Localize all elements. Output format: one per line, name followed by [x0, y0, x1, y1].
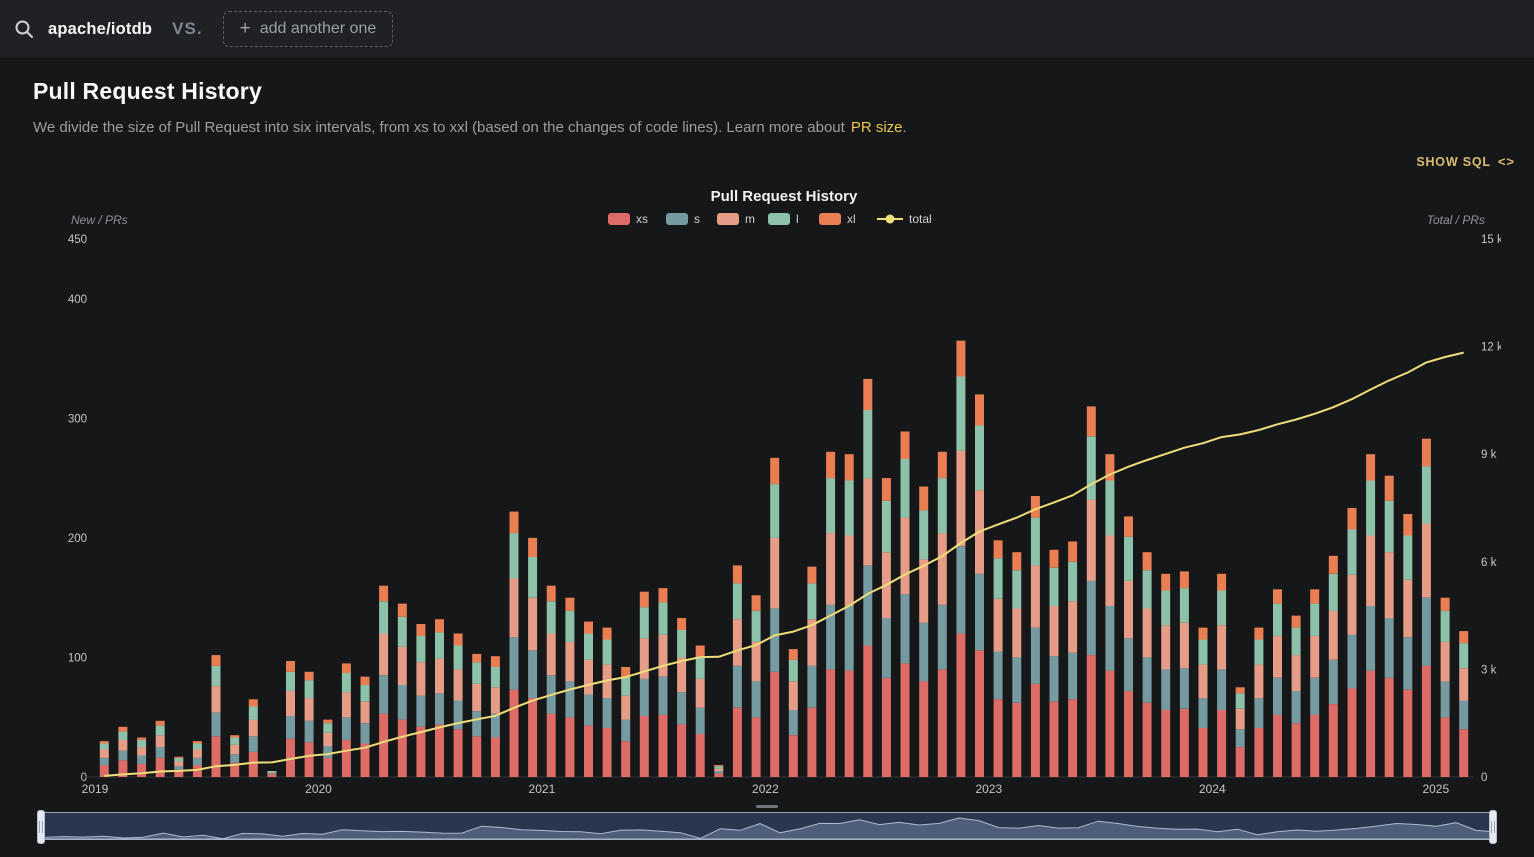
right-tick: 6 k [1481, 557, 1497, 569]
right-tick: 0 [1481, 772, 1487, 784]
svg-text:s: s [694, 212, 700, 226]
vs-label: VS. [172, 19, 203, 38]
left-tick: 0 [81, 772, 87, 784]
left-tick: 300 [68, 413, 87, 425]
pr-size-link[interactable]: PR size [850, 119, 903, 136]
right-axis-name: Total / PRs [1427, 213, 1485, 227]
chart-scrollbar-thumb[interactable] [756, 805, 778, 808]
page-subtitle: We divide the size of Pull Request into … [33, 119, 1501, 136]
datazoom-slider[interactable] [37, 805, 1497, 844]
legend-item-s[interactable]: s [666, 212, 700, 226]
x-year-label: 2023 [975, 782, 1002, 796]
svg-text:l: l [796, 212, 799, 226]
legend-item-xs[interactable]: xs [608, 212, 648, 226]
series-s[interactable] [99, 546, 1469, 775]
code-icon: <> [1497, 154, 1515, 169]
x-year-label: 2020 [305, 782, 332, 796]
legend-item-xl[interactable]: xl [819, 212, 856, 226]
svg-text:xs: xs [636, 212, 648, 226]
right-tick: 9 k [1481, 449, 1497, 461]
subtitle-period: . [902, 119, 907, 136]
svg-text:m: m [745, 212, 755, 226]
right-tick: 12 k [1481, 342, 1501, 354]
datazoom-shadow [43, 817, 1497, 840]
left-tick: 200 [68, 533, 87, 545]
datazoom-left-handle[interactable] [37, 810, 45, 844]
topbar: apache/iotdb VS. + add another one [0, 0, 1534, 59]
svg-text:xl: xl [847, 212, 856, 226]
series-xs[interactable] [99, 633, 1469, 778]
plus-icon: + [239, 18, 251, 39]
x-year-label: 2024 [1199, 782, 1226, 796]
left-tick: 400 [68, 294, 87, 306]
page-title: Pull Request History [33, 78, 262, 104]
x-year-label: 2022 [752, 782, 779, 796]
pr-history-chart[interactable]: Pull Request History New / PRs Total / PRs… [33, 177, 1503, 802]
sql-row: SHOW SQL <> [33, 154, 1515, 169]
x-year-label: 2025 [1422, 782, 1449, 796]
main-content: Pull Request History We divide the size … [0, 78, 1534, 844]
add-repo-button[interactable]: + add another one [222, 11, 394, 47]
svg-text:total: total [909, 212, 932, 226]
legend-item-l[interactable]: l [768, 212, 799, 226]
legend-item-m[interactable]: m [717, 212, 755, 226]
left-tick: 100 [68, 652, 87, 664]
x-year-label: 2019 [82, 782, 109, 796]
series-l[interactable] [99, 376, 1469, 773]
subtitle-text: We divide the size of Pull Request into … [33, 119, 845, 136]
total-line[interactable] [104, 351, 1464, 777]
right-tick: 15 k [1481, 234, 1501, 246]
series-m[interactable] [99, 450, 1469, 774]
datazoom-right-handle[interactable] [1489, 810, 1497, 844]
legend-item-total[interactable]: total [877, 212, 932, 226]
series-xl[interactable] [99, 340, 1469, 767]
search-icon[interactable] [14, 19, 34, 39]
show-sql-button[interactable]: SHOW SQL <> [1416, 154, 1515, 169]
chart-title: Pull Request History [711, 188, 858, 205]
x-year-label: 2021 [529, 782, 556, 796]
right-tick: 3 k [1481, 664, 1497, 676]
left-tick: 450 [68, 234, 87, 246]
add-repo-label: add another one [259, 20, 377, 37]
show-sql-label: SHOW SQL [1416, 154, 1491, 169]
repo-search-value[interactable]: apache/iotdb [48, 19, 153, 38]
left-axis-name: New / PRs [71, 213, 128, 227]
